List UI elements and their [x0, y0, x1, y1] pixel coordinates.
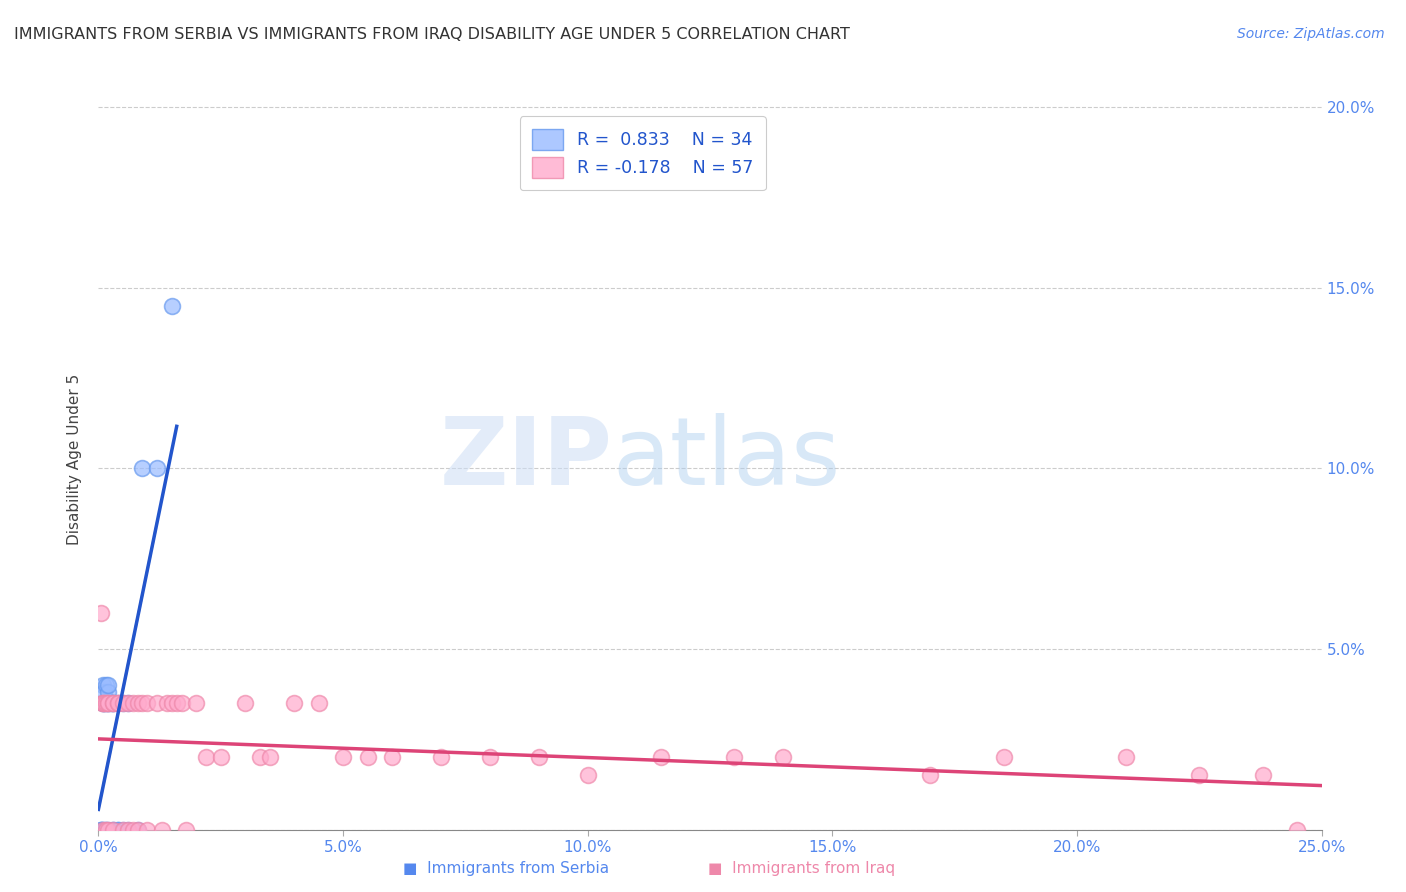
Point: [91, 696, 114, 710]
Point: [91, 822, 114, 837]
Point: [1251, 768, 1274, 782]
Point: [170, 696, 193, 710]
Point: [117, 696, 139, 710]
Point: [94, 822, 117, 837]
Point: [176, 822, 198, 837]
Point: [107, 696, 129, 710]
Point: [146, 696, 169, 710]
Point: [131, 461, 153, 475]
Point: [93, 696, 115, 710]
Point: [91, 822, 114, 837]
Point: [146, 461, 169, 475]
Point: [97, 696, 120, 710]
Point: [111, 822, 134, 837]
Point: [127, 696, 149, 710]
Point: [91, 696, 114, 710]
Point: [107, 822, 129, 837]
Point: [209, 750, 232, 764]
Point: [166, 696, 188, 710]
Point: [101, 696, 124, 710]
Text: ZIP: ZIP: [439, 413, 612, 506]
Point: [91, 822, 114, 837]
Point: [111, 822, 134, 837]
Point: [97, 696, 120, 710]
Point: [107, 696, 129, 710]
Point: [156, 696, 179, 710]
Point: [91, 696, 114, 710]
Point: [576, 768, 599, 782]
Point: [101, 822, 124, 837]
Point: [101, 822, 124, 837]
Point: [117, 822, 139, 837]
Point: [150, 822, 173, 837]
Point: [993, 750, 1015, 764]
Point: [91, 696, 114, 710]
Point: [111, 696, 134, 710]
Point: [1188, 768, 1211, 782]
Point: [90, 822, 112, 837]
Point: [160, 299, 183, 313]
Point: [259, 750, 281, 764]
Point: [97, 822, 120, 837]
Point: [195, 750, 218, 764]
Point: [772, 750, 794, 764]
Point: [94, 696, 117, 710]
Point: [94, 678, 117, 692]
Point: [136, 696, 159, 710]
Legend: R =  0.833    N = 34, R = -0.178    N = 57: R = 0.833 N = 34, R = -0.178 N = 57: [520, 116, 766, 190]
Point: [101, 696, 124, 710]
Point: [121, 822, 143, 837]
Point: [233, 696, 256, 710]
Point: [97, 696, 120, 710]
Point: [100, 696, 122, 710]
Point: [117, 696, 139, 710]
Point: [97, 678, 120, 692]
Point: [101, 696, 124, 710]
Text: Source: ZipAtlas.com: Source: ZipAtlas.com: [1237, 27, 1385, 41]
Point: [186, 696, 208, 710]
Point: [356, 750, 378, 764]
Point: [308, 696, 330, 710]
Point: [111, 696, 134, 710]
Point: [127, 822, 149, 837]
Text: ■  Immigrants from Iraq: ■ Immigrants from Iraq: [707, 861, 896, 876]
Point: [1115, 750, 1137, 764]
Point: [93, 696, 115, 710]
Point: [249, 750, 271, 764]
Point: [93, 685, 115, 699]
Point: [121, 696, 143, 710]
Point: [127, 822, 149, 837]
Text: atlas: atlas: [612, 413, 841, 506]
Point: [650, 750, 672, 764]
Point: [97, 822, 120, 837]
Point: [117, 822, 139, 837]
Point: [136, 822, 159, 837]
Point: [94, 822, 117, 837]
Point: [107, 696, 129, 710]
Point: [920, 768, 942, 782]
Point: [94, 696, 117, 710]
Point: [94, 822, 117, 837]
Point: [131, 696, 153, 710]
Point: [283, 696, 305, 710]
Point: [381, 750, 404, 764]
Point: [101, 696, 124, 710]
Point: [107, 822, 129, 837]
Point: [478, 750, 501, 764]
Point: [430, 750, 453, 764]
Point: [527, 750, 550, 764]
Point: [1286, 822, 1309, 837]
Point: [90, 606, 112, 620]
Text: IMMIGRANTS FROM SERBIA VS IMMIGRANTS FROM IRAQ DISABILITY AGE UNDER 5 CORRELATIO: IMMIGRANTS FROM SERBIA VS IMMIGRANTS FRO…: [14, 27, 851, 42]
Point: [101, 822, 124, 837]
Point: [91, 678, 114, 692]
Point: [160, 696, 183, 710]
Point: [97, 696, 120, 710]
Point: [723, 750, 745, 764]
Text: ■  Immigrants from Serbia: ■ Immigrants from Serbia: [404, 861, 609, 876]
Y-axis label: Disability Age Under 5: Disability Age Under 5: [67, 374, 83, 545]
Point: [90, 822, 112, 837]
Point: [97, 685, 120, 699]
Point: [332, 750, 354, 764]
